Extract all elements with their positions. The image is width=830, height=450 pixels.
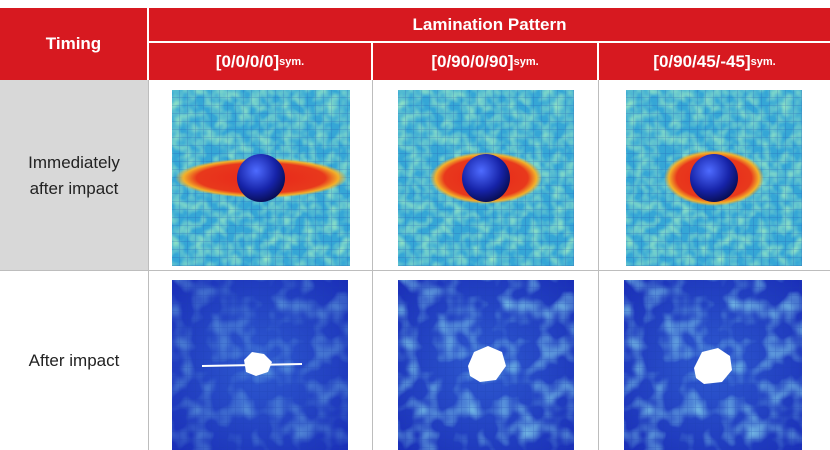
- page: Timing Lamination Pattern [0/0/0/0]sym. …: [0, 0, 830, 450]
- divider: [598, 80, 599, 450]
- heatmap-image: [172, 90, 350, 266]
- column-header: [0/0/0/0]sym.: [149, 43, 371, 80]
- divider: [372, 80, 373, 450]
- timing-header: Timing: [0, 8, 147, 80]
- row-label: After impact: [0, 271, 148, 450]
- heatmap-image: [626, 90, 802, 266]
- column-subscript: sym.: [514, 56, 539, 68]
- column-subscript: sym.: [751, 56, 776, 68]
- heatmap-image: [398, 90, 574, 266]
- divider: [148, 80, 149, 450]
- row-label: Immediately after impact: [0, 80, 148, 271]
- group-header: Lamination Pattern: [149, 8, 830, 41]
- damage-image: [624, 280, 802, 450]
- divider: [0, 270, 830, 271]
- column-subscript: sym.: [279, 56, 304, 68]
- column-label: [0/90/45/-45]: [653, 52, 750, 72]
- column-header: [0/90/45/-45]sym.: [599, 43, 830, 80]
- damage-image: [172, 280, 348, 450]
- column-label: [0/0/0/0]: [216, 52, 279, 72]
- column-label: [0/90/0/90]: [431, 52, 513, 72]
- damage-image: [398, 280, 574, 450]
- column-header: [0/90/0/90]sym.: [373, 43, 597, 80]
